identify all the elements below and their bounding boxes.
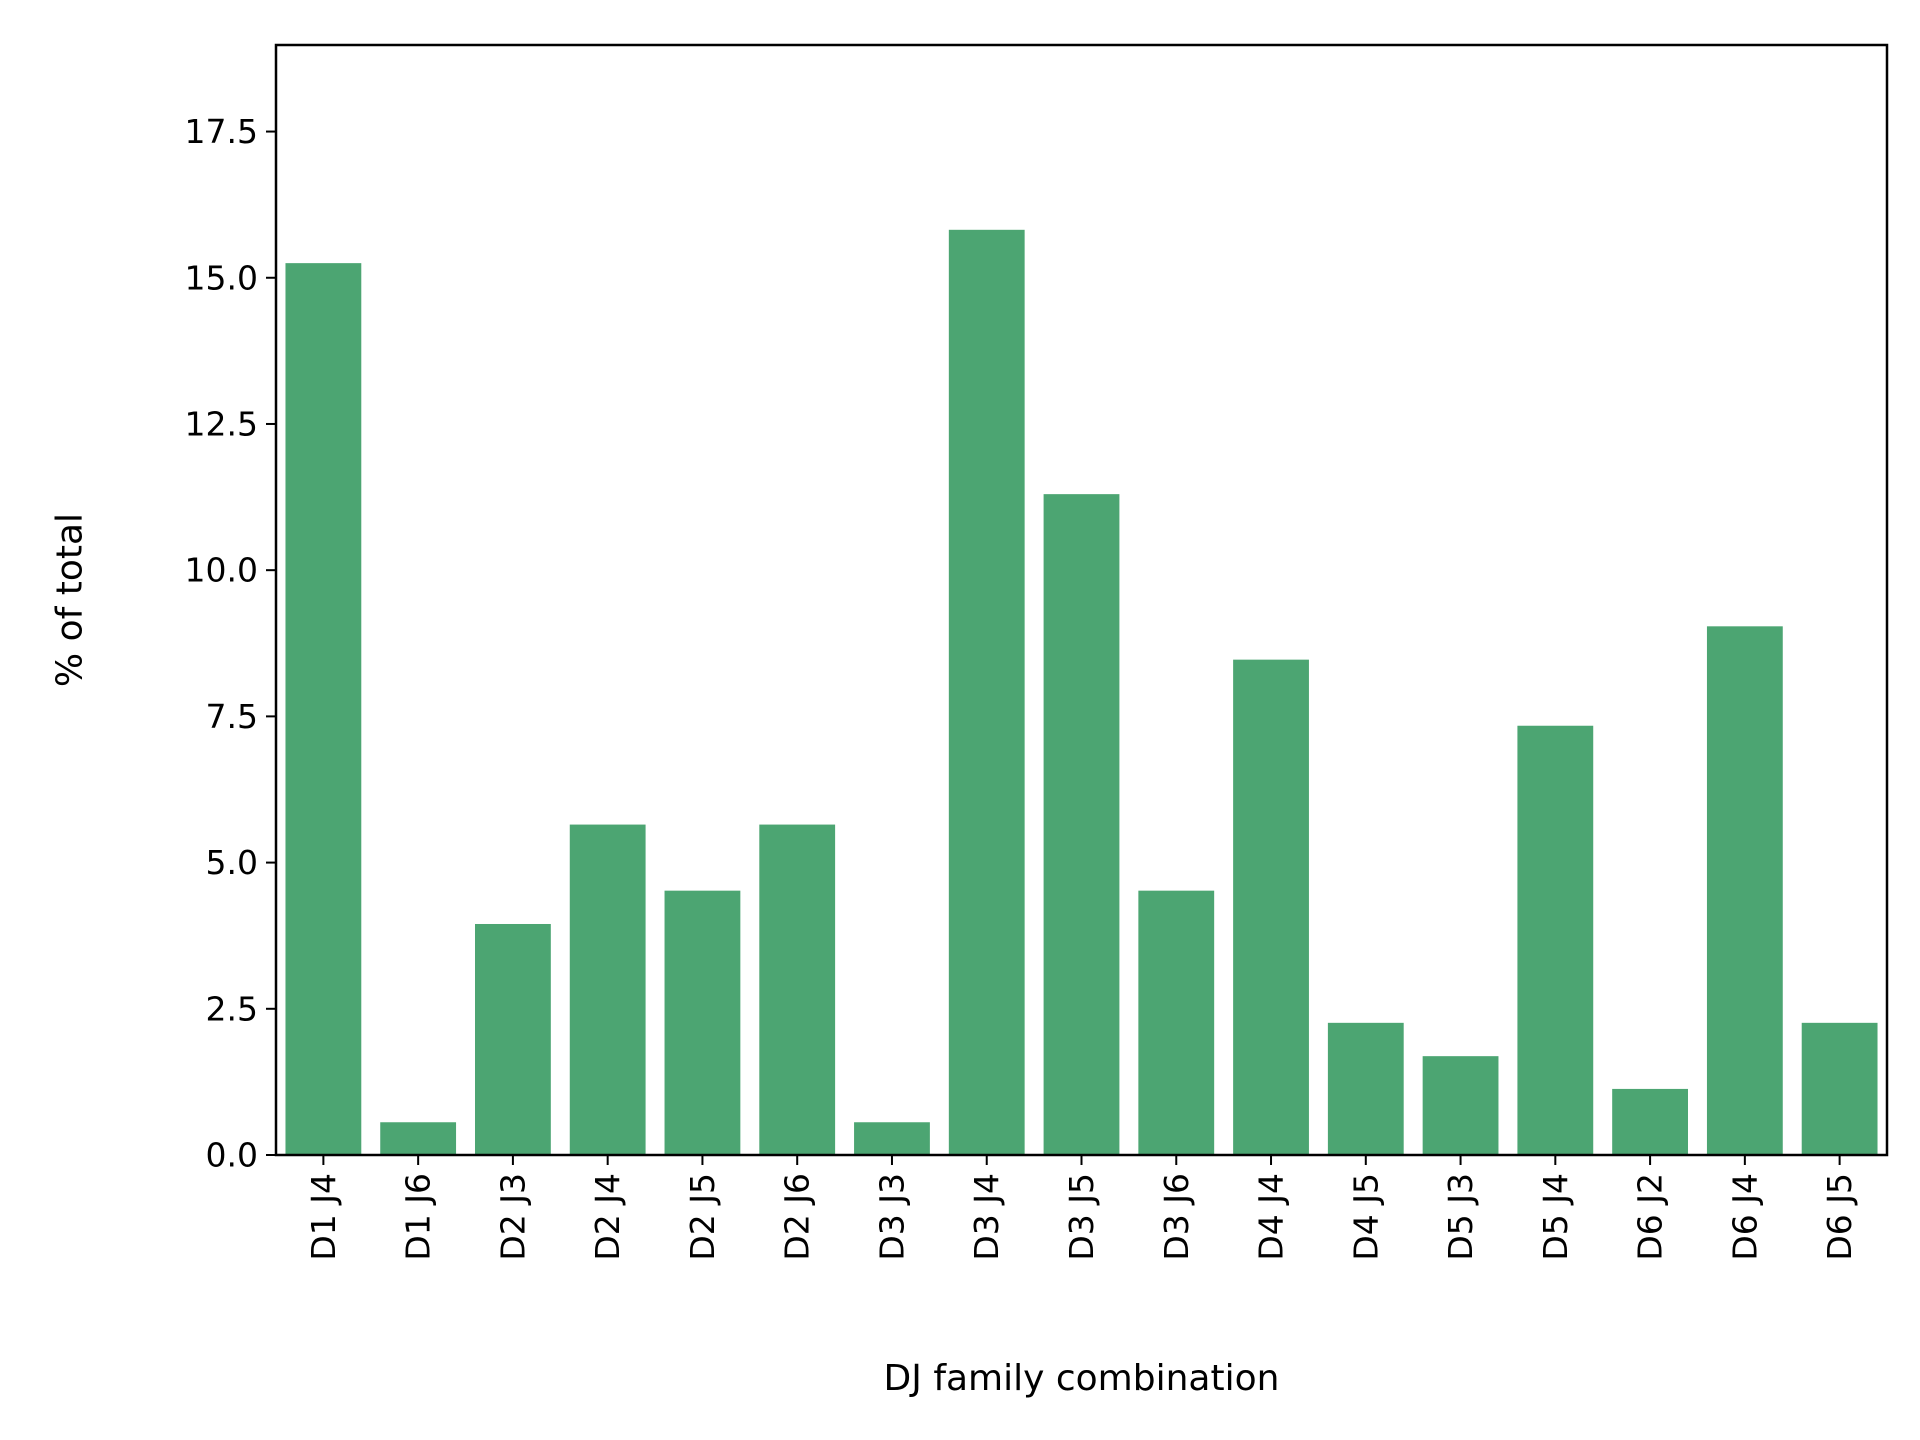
bar-d6-j4 <box>1706 626 1783 1155</box>
x-tick-label: D5 J4 <box>1536 1173 1575 1261</box>
y-tick-label: 2.5 <box>206 989 258 1028</box>
y-tick-label: 10.0 <box>185 551 258 590</box>
x-tick-label: D6 J2 <box>1631 1173 1670 1261</box>
y-tick-label: 5.0 <box>206 843 258 882</box>
bar-d4-j4 <box>1233 659 1309 1155</box>
x-tick-label: D1 J4 <box>304 1173 343 1261</box>
x-tick-label: D5 J3 <box>1441 1173 1480 1261</box>
bar-d3-j4 <box>948 229 1025 1155</box>
bar-d3-j5 <box>1043 494 1120 1155</box>
x-tick-label: D3 J5 <box>1062 1173 1101 1261</box>
bar-d2-j5 <box>664 890 741 1155</box>
y-tick-label: 12.5 <box>185 404 258 443</box>
x-tick-label: D6 J5 <box>1820 1173 1859 1261</box>
bar-d2-j3 <box>475 923 551 1155</box>
x-tick-label: D6 J4 <box>1725 1173 1764 1261</box>
x-tick-label: D2 J5 <box>683 1173 722 1261</box>
bar-d3-j3 <box>854 1122 930 1155</box>
x-tick-label: D1 J6 <box>399 1173 438 1261</box>
y-tick-label: 0.0 <box>206 1136 258 1175</box>
x-tick-label: D2 J6 <box>778 1173 817 1261</box>
y-tick-label: 7.5 <box>206 697 258 736</box>
y-tick-label: 17.5 <box>185 112 258 151</box>
x-tick-label: D2 J4 <box>588 1173 627 1261</box>
bars-group <box>285 229 1878 1155</box>
x-tick-label: D4 J4 <box>1252 1173 1291 1261</box>
x-axis-label: DJ family combination <box>884 1358 1280 1399</box>
x-axis-ticks: D1 J4 D1 J6 D2 J3 D2 J4 D2 J5 D2 J6 D3 J3 D3 J4… <box>304 1155 1859 1261</box>
bar-d6-j5 <box>1801 1022 1878 1155</box>
bar-d3-j6 <box>1138 890 1215 1155</box>
bar-d1-j6 <box>380 1122 457 1155</box>
y-axis-ticks: 0.0 2.5 5.0 7.5 10.0 12.5 15.0 17.5 <box>185 112 276 1175</box>
x-tick-label: D2 J3 <box>493 1173 532 1261</box>
x-tick-label: D4 J5 <box>1346 1173 1385 1261</box>
bar-d5-j4 <box>1517 725 1594 1155</box>
y-axis-label: % of total <box>50 513 91 687</box>
bar-d1-j4 <box>285 263 362 1155</box>
bar-d5-j3 <box>1422 1056 1499 1155</box>
y-tick-label: 15.0 <box>185 258 258 297</box>
bar-d2-j6 <box>759 824 836 1155</box>
bar-d2-j4 <box>569 824 646 1155</box>
x-tick-label: D3 J4 <box>967 1173 1006 1261</box>
x-tick-label: D3 J3 <box>872 1173 911 1261</box>
x-tick-label: D3 J6 <box>1157 1173 1196 1261</box>
bar-d6-j2 <box>1612 1088 1688 1155</box>
bar-d4-j5 <box>1327 1022 1404 1155</box>
